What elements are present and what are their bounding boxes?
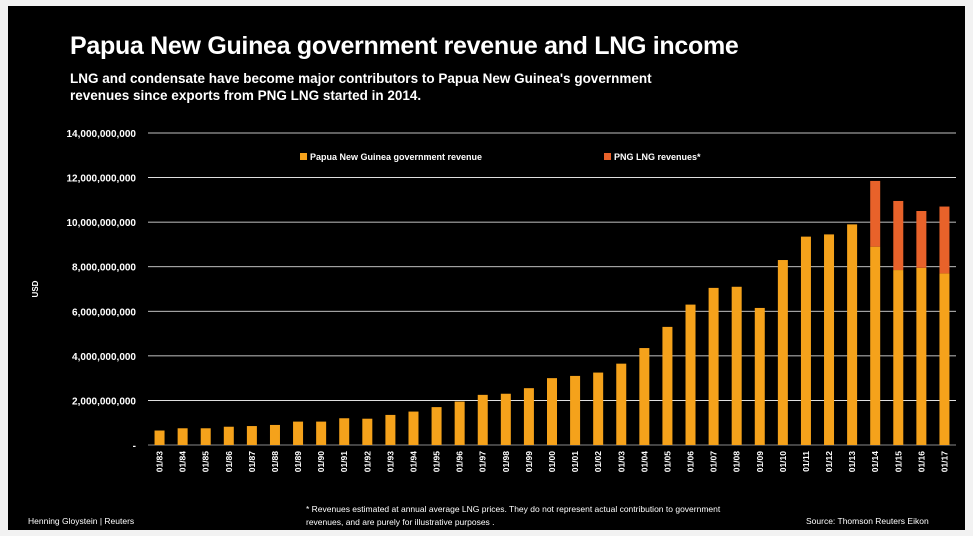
x-tick-label: 01/87 — [247, 451, 257, 473]
x-tick-label: 01/01 — [570, 451, 580, 473]
x-tick-label: 01/10 — [778, 451, 788, 473]
bar-government-revenue — [870, 246, 881, 445]
bar-government-revenue — [316, 421, 327, 445]
bar-government-revenue — [200, 428, 211, 445]
bar-government-revenue — [477, 394, 488, 445]
bar-government-revenue — [362, 418, 373, 445]
bar-government-revenue — [662, 326, 673, 445]
y-tick-label: 8,000,000,000 — [72, 263, 136, 274]
bar-government-revenue — [731, 286, 742, 445]
legend-swatch-lng-revenue — [604, 153, 611, 160]
bar-chart: - 2,000,000,000 4,000,000,000 6,000,000,000… — [31, 129, 956, 473]
x-tick-label: 01/86 — [224, 451, 234, 473]
y-tick-label: 4,000,000,000 — [72, 352, 136, 363]
bar-government-revenue — [454, 401, 465, 445]
x-tick-label: 01/12 — [824, 451, 834, 473]
bar-government-revenue — [500, 393, 511, 445]
bar-government-revenue — [777, 260, 788, 445]
bar-government-revenue — [523, 388, 534, 445]
footnote: * Revenues estimated at annual average L… — [306, 504, 721, 527]
x-tick-label: 01/06 — [686, 451, 696, 473]
x-tick-label: 01/05 — [662, 451, 672, 473]
x-tick-label: 01/91 — [339, 451, 349, 473]
x-tick-label: 01/88 — [270, 451, 280, 473]
x-tick-label: 01/90 — [316, 451, 326, 473]
bar-government-revenue — [293, 421, 304, 445]
x-tick-label: 01/02 — [593, 451, 603, 473]
bar-lng-revenue — [916, 211, 927, 268]
bar-government-revenue — [708, 287, 719, 445]
y-axis-label: USD — [31, 280, 40, 297]
x-tick-label: 01/14 — [870, 451, 880, 473]
author-credit: Henning Gloystein | Reuters — [28, 516, 135, 526]
source-credit: Source: Thomson Reuters Eikon — [806, 516, 929, 526]
x-tick-label: 01/00 — [547, 451, 557, 473]
bar-lng-revenue — [870, 180, 881, 247]
x-tick-label: 01/84 — [178, 451, 188, 473]
bar-government-revenue — [431, 407, 442, 445]
bar-government-revenue — [154, 430, 165, 445]
bar-government-revenue — [616, 363, 627, 445]
bar-government-revenue — [269, 424, 280, 445]
bar-government-revenue — [893, 270, 904, 445]
y-tick-label: - — [133, 441, 136, 452]
x-tick-label: 01/85 — [201, 451, 211, 473]
x-tick-label: 01/04 — [639, 451, 649, 473]
bar-government-revenue — [547, 378, 557, 445]
x-tick-label: 01/94 — [408, 451, 418, 473]
x-tick-label: 01/15 — [893, 451, 903, 473]
bar-government-revenue — [570, 375, 581, 445]
bar-government-revenue — [824, 234, 835, 445]
bar-government-revenue — [246, 426, 257, 445]
x-tick-label: 01/13 — [847, 451, 857, 473]
bar-government-revenue — [754, 307, 765, 445]
bar-government-revenue — [939, 273, 950, 445]
legend-label-government-revenue: Papua New Guinea government revenue — [310, 152, 482, 162]
x-tick-label: 01/08 — [732, 451, 742, 473]
x-tick-label: 01/17 — [939, 451, 949, 473]
legend-label-lng-revenue: PNG LNG revenues* — [614, 152, 701, 162]
legend-swatch-government-revenue — [300, 153, 307, 160]
bar-government-revenue — [593, 372, 604, 445]
x-tick-label: 01/16 — [916, 451, 926, 473]
y-tick-label: 6,000,000,000 — [72, 307, 136, 318]
x-tick-label: 01/92 — [362, 451, 372, 473]
x-tick-label: 01/09 — [755, 451, 765, 473]
y-tick-label: 14,000,000,000 — [66, 129, 136, 140]
bar-government-revenue — [385, 414, 396, 445]
bar-government-revenue — [223, 426, 234, 445]
x-tick-label: 01/97 — [478, 451, 488, 473]
x-tick-label: 01/11 — [801, 451, 811, 472]
y-tick-label: 10,000,000,000 — [66, 218, 136, 229]
chart-subtitle: LNG and condensate have become major con… — [70, 71, 652, 103]
x-tick-label: 01/99 — [524, 451, 534, 473]
y-tick-label: 2,000,000,000 — [72, 396, 136, 407]
bar-lng-revenue — [939, 206, 950, 274]
chart-title: Papua New Guinea government revenue and … — [70, 32, 739, 60]
bar-government-revenue — [916, 267, 927, 445]
x-tick-label: 01/03 — [616, 451, 626, 473]
x-tick-label: 01/98 — [501, 451, 511, 473]
x-tick-label: 01/95 — [432, 451, 442, 473]
x-tick-label: 01/83 — [155, 451, 165, 473]
bar-government-revenue — [847, 224, 858, 445]
bar-government-revenue — [408, 411, 419, 445]
bar-lng-revenue — [893, 200, 904, 271]
bar-government-revenue — [339, 418, 350, 445]
bar-government-revenue — [685, 304, 696, 445]
x-tick-label: 01/93 — [385, 451, 395, 473]
x-tick-label: 01/96 — [455, 451, 465, 473]
x-tick-label: 01/07 — [709, 451, 719, 473]
bar-government-revenue — [177, 428, 188, 445]
chart-frame: - 2,000,000,000 4,000,000,000 6,000,000,000… — [8, 6, 965, 530]
y-tick-label: 12,000,000,000 — [66, 174, 136, 185]
x-tick-label: 01/89 — [293, 451, 303, 473]
bar-government-revenue — [800, 236, 811, 445]
bar-government-revenue — [639, 348, 650, 445]
